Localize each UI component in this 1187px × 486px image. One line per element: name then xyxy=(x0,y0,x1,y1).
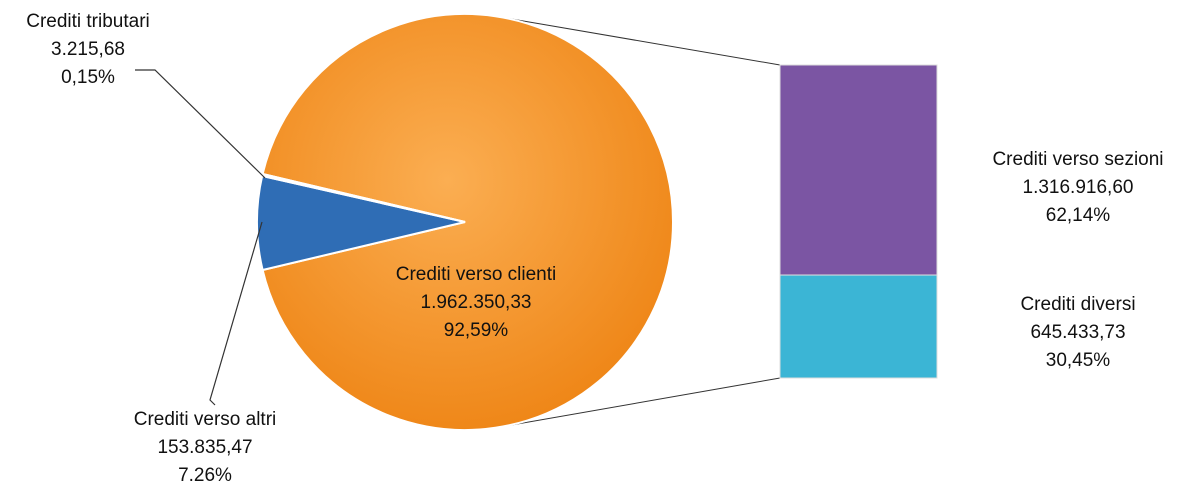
pie-label-percent: 7.26% xyxy=(178,465,232,486)
bar-label-percent: 62,14% xyxy=(1046,205,1111,226)
bar-label-value: 645.433,73 xyxy=(1030,322,1125,343)
bar-label-value: 1.316.916,60 xyxy=(1023,177,1134,198)
bar-segment xyxy=(779,64,938,276)
pie-slice xyxy=(261,13,674,431)
pie-label-value: 1.962.350,33 xyxy=(421,292,532,313)
connector xyxy=(503,377,781,427)
pie-label-percent: 0,15% xyxy=(61,67,115,88)
bar-label-name: Crediti diversi xyxy=(1020,294,1135,315)
connector xyxy=(503,17,781,66)
bar-label-percent: 30,45% xyxy=(1046,350,1111,371)
pie-label-name: Crediti tributari xyxy=(26,11,150,32)
leader-line xyxy=(209,221,263,406)
leader-line xyxy=(135,69,266,179)
pie-label-value: 3.215,68 xyxy=(51,39,125,60)
bar-segment xyxy=(779,274,938,379)
pie-label-name: Crediti verso altri xyxy=(134,409,277,430)
pie-label-percent: 92,59% xyxy=(444,320,509,341)
pie-label-name: Crediti verso clienti xyxy=(396,264,557,285)
pie-label-value: 153.835,47 xyxy=(157,437,252,458)
bar-label-name: Crediti verso sezioni xyxy=(992,149,1163,170)
